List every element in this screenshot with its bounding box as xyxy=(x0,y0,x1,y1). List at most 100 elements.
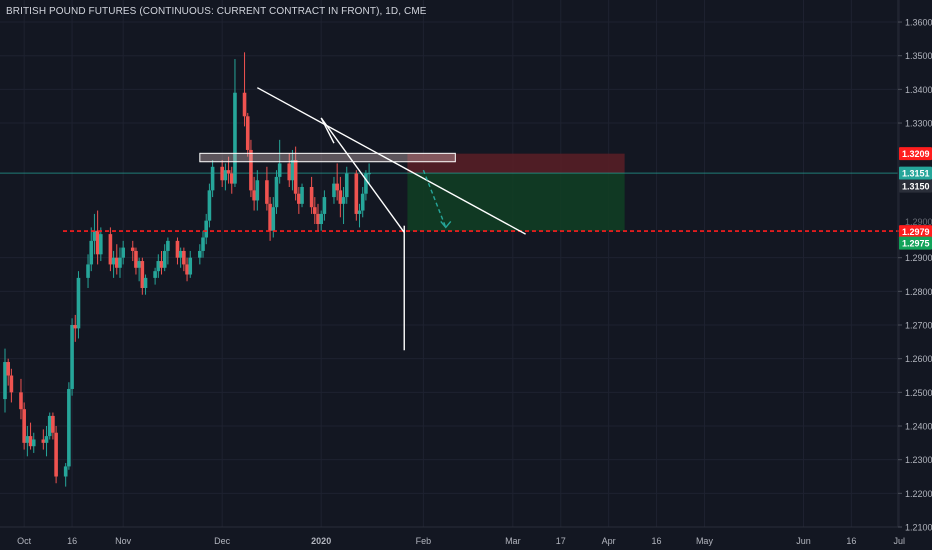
candle-body xyxy=(300,186,304,204)
time-tick-label: 17 xyxy=(556,536,566,546)
price-tag-target[interactable] xyxy=(899,236,932,250)
steep-trendline[interactable] xyxy=(320,117,405,233)
candle-body xyxy=(54,432,58,477)
candle-body xyxy=(156,261,161,272)
candle-body xyxy=(233,92,237,184)
price-tag-label: 1.3150 xyxy=(902,181,930,191)
candle-body xyxy=(67,388,71,467)
candle-body xyxy=(226,170,231,174)
price-tick-label: 1.3400 xyxy=(905,85,932,95)
time-tick-label: 16 xyxy=(67,536,77,546)
candle-body xyxy=(3,362,7,400)
price-tick-label: 1.2900 xyxy=(905,253,932,263)
take-profit-zone[interactable] xyxy=(407,173,625,232)
candle-body xyxy=(332,183,336,198)
candle-body xyxy=(313,207,317,214)
candle-body xyxy=(19,392,23,410)
candle-body xyxy=(290,160,295,181)
candle-body xyxy=(293,160,298,194)
candle-body xyxy=(178,250,183,258)
price-tick-label: 1.3300 xyxy=(905,119,932,129)
candle-body xyxy=(322,197,327,214)
candle-body xyxy=(367,173,371,175)
stop-loss-zone[interactable] xyxy=(407,153,625,174)
candle-body xyxy=(92,230,97,241)
candle-body xyxy=(108,234,113,265)
price-tick-label: 1.2300 xyxy=(905,455,932,465)
trend-drawings[interactable] xyxy=(63,87,932,351)
candle-body xyxy=(143,277,148,288)
candle-body xyxy=(121,247,125,258)
candle-body xyxy=(140,261,145,288)
v-left[interactable] xyxy=(320,117,335,144)
time-tick-label: May xyxy=(696,536,714,546)
candle-body xyxy=(31,439,36,447)
candle-body xyxy=(130,247,135,251)
candle-body xyxy=(47,415,52,437)
price-axis[interactable]: 1.3600 1.3500 1.3400 1.3300 1.2900 1.2800 1.27… xyxy=(897,0,932,533)
candle-body xyxy=(9,375,14,393)
candle-body xyxy=(118,257,122,268)
price-tag-label: 1.3209 xyxy=(902,149,930,159)
candle-body xyxy=(134,250,138,268)
candle-body xyxy=(338,190,343,204)
candle-body xyxy=(44,436,49,443)
candle-body xyxy=(28,436,33,447)
expected-move-arrow[interactable] xyxy=(422,169,447,228)
candle-body xyxy=(70,325,74,389)
candle-body xyxy=(274,176,279,208)
candle-body xyxy=(73,325,78,329)
candle-body xyxy=(287,163,292,181)
price-tag-dark[interactable] xyxy=(899,179,932,193)
candle-body xyxy=(159,261,164,268)
price-tick-label: 1.2100 xyxy=(905,523,932,533)
price-tick-label: 1.2200 xyxy=(905,489,932,499)
candle-body xyxy=(198,250,202,258)
price-tick-label: 1.2500 xyxy=(905,388,932,398)
price-tag-current[interactable] xyxy=(899,166,932,180)
candle-body xyxy=(357,210,362,214)
candle-body xyxy=(207,190,212,221)
position-zones xyxy=(407,153,625,232)
price-tick-label: 1.2800 xyxy=(905,287,932,297)
candle-body xyxy=(76,277,81,329)
time-tick-label: Jul xyxy=(894,536,906,546)
arrow-head-icon xyxy=(440,220,452,229)
candle-body xyxy=(265,180,269,204)
time-tick-label: Oct xyxy=(17,536,32,546)
time-axis[interactable]: Oct 16 Nov Dec 2020 Feb Mar 17 Apr 16 May Jun 16 Jul xyxy=(0,526,906,546)
chart-title: BRITISH POUND FUTURES (CONTINUOUS: CURRE… xyxy=(6,6,427,17)
time-tick-label: Feb xyxy=(416,536,432,546)
candle-body xyxy=(86,264,90,278)
candle-body xyxy=(229,173,234,184)
time-tick-label: Jun xyxy=(796,536,811,546)
resistance-box[interactable] xyxy=(199,152,456,163)
time-tick-label: 16 xyxy=(846,536,856,546)
candle-body xyxy=(204,220,209,238)
price-tag-stop[interactable] xyxy=(899,147,932,161)
time-tick-label: Dec xyxy=(214,536,231,546)
candle-body xyxy=(354,173,359,214)
candle-body xyxy=(89,240,94,265)
price-tag-stop[interactable] xyxy=(899,225,932,239)
candle-body xyxy=(25,436,30,443)
candle-body xyxy=(309,186,314,208)
candle-body xyxy=(220,166,224,181)
candle-body xyxy=(210,166,215,191)
candle-body xyxy=(271,207,276,231)
price-tick-label: 1.2600 xyxy=(905,354,932,364)
candle-body xyxy=(268,203,272,231)
candle-body xyxy=(51,415,55,433)
descending-trendline[interactable] xyxy=(256,87,526,235)
price-tick-label: 1.3500 xyxy=(905,51,932,61)
time-tick-label: 16 xyxy=(652,536,662,546)
candle-body xyxy=(341,197,346,204)
price-tag-label: 1.2979 xyxy=(902,227,930,237)
candle-body xyxy=(153,271,157,278)
candle-body xyxy=(277,163,282,177)
candlestick-series xyxy=(3,52,371,487)
candle-body xyxy=(6,362,10,376)
candle-body xyxy=(22,409,26,443)
